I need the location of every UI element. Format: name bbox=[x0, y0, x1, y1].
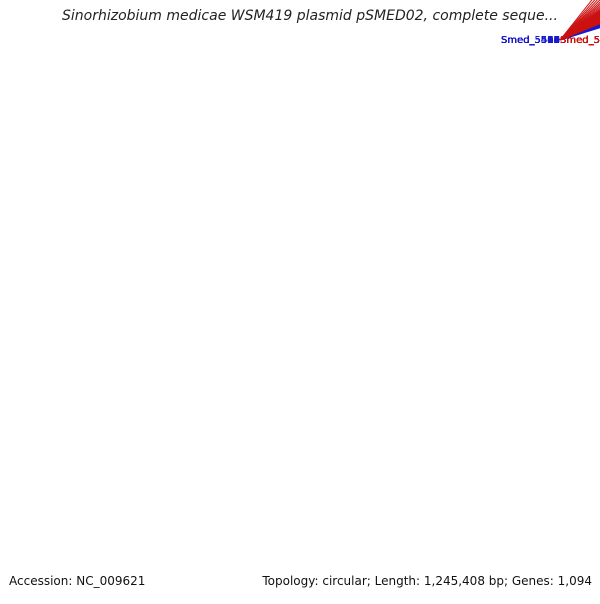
leader-line bbox=[559, 3, 600, 41]
gene-label: Smed_5542 bbox=[560, 35, 600, 46]
gene-label: Smed_5507 bbox=[560, 35, 600, 46]
gene-label: Smed_5555 bbox=[560, 35, 600, 46]
accession-text: Accession: NC_009621 bbox=[9, 574, 146, 588]
gene-label: Smed_5556 bbox=[560, 35, 600, 46]
gene-label: Smed_5515 bbox=[501, 35, 560, 46]
gene-label: Smed_5518 bbox=[501, 35, 560, 46]
gene-label: Smed_5569 bbox=[501, 35, 560, 46]
gene-label: Smed_5550 bbox=[501, 35, 560, 46]
leader-line bbox=[559, 0, 598, 41]
gene-label: Smed_5534 bbox=[560, 35, 600, 46]
leader-line bbox=[559, 0, 596, 41]
gene-label: Smed_5514 bbox=[501, 35, 560, 46]
gene-label: Smed_5558 bbox=[560, 35, 600, 46]
gene-label: Smed_5531 bbox=[560, 35, 600, 46]
gene-label: Smed_5537 bbox=[501, 35, 560, 46]
gene-label: Smed_5539 bbox=[560, 35, 600, 46]
gene-label: Smed_5511 bbox=[501, 35, 560, 46]
gene-label: Smed_5505 bbox=[560, 35, 600, 46]
gene-label: Smed_5512 bbox=[501, 35, 560, 46]
gene-label: Smed_5544 bbox=[560, 35, 600, 46]
gene-label: Smed_5526 bbox=[560, 35, 600, 46]
gene-label: Smed_5522 bbox=[501, 35, 560, 46]
gene-label: Smed_5517 bbox=[501, 35, 560, 46]
gene-label: Smed_5562 bbox=[560, 35, 600, 46]
gene-label: Smed_5497 bbox=[501, 35, 560, 46]
gene-label-layer: Smed_5518Smed_5517Smed_5516Smed_5514Smed… bbox=[501, 35, 600, 46]
gene-label: Smed_5553 bbox=[501, 35, 560, 46]
gene-label: Smed_5546 bbox=[501, 35, 560, 46]
topology-text: Topology: circular; Length: 1,245,408 bp… bbox=[262, 574, 592, 588]
gene-label: Smed_5559 bbox=[560, 35, 600, 46]
gene-label: Smed_5535 bbox=[501, 35, 560, 46]
gene-label: Smed_5536 bbox=[501, 35, 560, 46]
gene-label: Smed_5567 bbox=[560, 35, 600, 46]
leader-line bbox=[559, 1, 600, 41]
gene-label: Smed_5563 bbox=[560, 35, 600, 46]
gene-label: Smed_5538 bbox=[560, 35, 600, 46]
gene-label: Smed_5498 bbox=[501, 35, 560, 46]
gene-label: Smed_5529 bbox=[501, 35, 560, 46]
gene-label: Smed_5547 bbox=[501, 35, 560, 46]
leader-line bbox=[559, 0, 593, 41]
gene-label: Smed_5513 bbox=[501, 35, 560, 46]
gene-label: Smed_5552 bbox=[501, 35, 560, 46]
gene-label: Smed_5570 bbox=[560, 35, 600, 46]
gene-label: Smed_5565 bbox=[501, 35, 560, 46]
gene-label: Smed_5496 bbox=[501, 35, 560, 46]
gene-label: Smed_5525 bbox=[501, 35, 560, 46]
gene-label: Smed_5508 bbox=[501, 35, 560, 46]
gene-label: Smed_5506 bbox=[560, 35, 600, 46]
gene-label: Smed_5532 bbox=[560, 35, 600, 46]
gene-label: Smed_5530 bbox=[560, 35, 600, 46]
gene-label: Smed_5524 bbox=[501, 35, 560, 46]
gene-label: Smed_5516 bbox=[501, 35, 560, 46]
gene-label: Smed_5492 bbox=[501, 35, 560, 46]
gene-label: Smed_5560 bbox=[560, 35, 600, 46]
gene-label: Smed_5533 bbox=[560, 35, 600, 46]
leader-line-layer bbox=[559, 0, 600, 41]
gene-label: Smed_5543 bbox=[560, 35, 600, 46]
gene-label: Smed_5540 bbox=[501, 35, 560, 46]
gene-label: Smed_5551 bbox=[501, 35, 560, 46]
gene-label: Smed_5557 bbox=[560, 35, 600, 46]
gene-label: Smed_5566 bbox=[501, 35, 560, 46]
gene-label: Smed_5502 bbox=[501, 35, 560, 46]
gene-label: Smed_5510 bbox=[560, 35, 600, 46]
gene-label: Smed_5523 bbox=[501, 35, 560, 46]
gene-label: Smed_5501 bbox=[560, 35, 600, 46]
gene-label: Smed_5564 bbox=[501, 35, 560, 46]
leader-line bbox=[559, 0, 600, 41]
gene-label: Smed_5579 bbox=[560, 35, 600, 46]
gene-label: Smed_5549 bbox=[501, 35, 560, 46]
gene-label: Smed_5541 bbox=[501, 35, 560, 46]
gene-label: Smed_5574 bbox=[501, 35, 560, 46]
map-title: Sinorhizobium medicae WSM419 plasmid pSM… bbox=[62, 8, 558, 24]
gene-label: Smed_5554 bbox=[501, 35, 560, 46]
gene-label: Smed_5521 bbox=[501, 35, 560, 46]
